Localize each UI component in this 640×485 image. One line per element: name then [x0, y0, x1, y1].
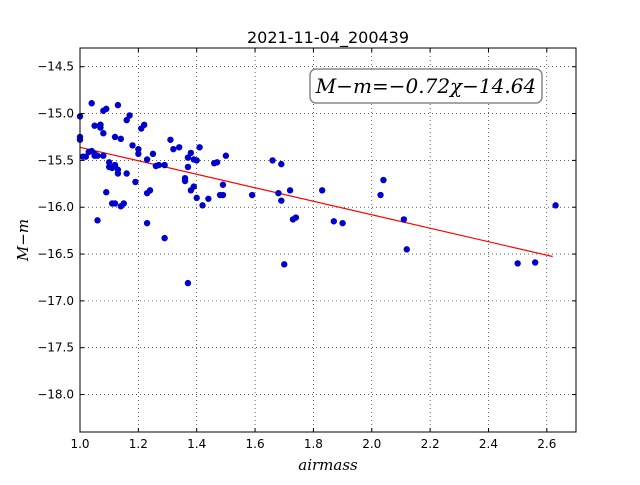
data-point: [187, 149, 195, 157]
y-tick-label: −16.0: [37, 200, 74, 214]
data-point: [105, 159, 113, 166]
data-point: [199, 202, 206, 209]
data-point: [281, 261, 288, 268]
data-point: [114, 170, 122, 177]
data-point: [129, 142, 136, 149]
data-point: [123, 170, 130, 177]
axis-ticks: 1.0 1.2 1.4 1.6 1.8 2.0 2.2 2.4 2.6 −14.5 −15.0 −15…: [37, 48, 576, 451]
y-tick-label: −17.5: [37, 341, 74, 355]
data-point: [161, 234, 168, 242]
data-point: [286, 187, 294, 194]
data-point: [222, 152, 230, 159]
data-point: [111, 133, 119, 141]
equation-box: M−m=−0.72χ−14.64: [309, 68, 543, 104]
x-tick-label: 2.0: [362, 437, 381, 451]
plot-frame: [79, 47, 577, 433]
data-point: [339, 219, 346, 227]
data-point: [82, 153, 90, 160]
data-point: [132, 178, 139, 186]
data-point: [552, 202, 559, 209]
data-point: [155, 161, 162, 169]
equation-box-frame: [309, 68, 543, 104]
data-point: [100, 130, 107, 137]
data-point: [140, 121, 148, 128]
y-tick-label: −16.5: [37, 247, 74, 261]
x-tick-label: 1.6: [246, 437, 265, 451]
data-point: [278, 197, 285, 204]
y-tick-label: −17.0: [37, 294, 74, 308]
data-point: [167, 136, 174, 143]
data-point: [88, 100, 95, 107]
grid-lines: [79, 48, 576, 432]
data-point: [103, 105, 110, 113]
data-point: [135, 145, 142, 153]
data-point: [103, 189, 110, 196]
data-point: [184, 279, 192, 287]
data-point: [184, 154, 192, 161]
data-point: [190, 183, 197, 190]
data-point: [196, 144, 203, 151]
data-point: [143, 219, 151, 227]
data-point: [120, 200, 127, 207]
x-tick-label: 2.2: [421, 437, 440, 451]
data-point: [135, 150, 142, 158]
data-point: [269, 157, 276, 164]
data-point: [219, 181, 227, 188]
chart-title: 2021-11-04_200439: [247, 28, 409, 48]
data-point: [181, 177, 189, 185]
data-point: [278, 160, 285, 168]
x-axis-label: airmass: [298, 456, 358, 474]
data-point: [193, 157, 200, 164]
data-point: [219, 191, 227, 199]
data-point: [117, 135, 125, 143]
data-point: [248, 191, 256, 199]
data-point: [111, 200, 119, 207]
data-point: [330, 218, 338, 225]
y-tick-label: −15.0: [37, 107, 74, 121]
y-tick-label: −14.5: [37, 60, 74, 74]
data-point: [275, 189, 282, 197]
data-point: [100, 152, 107, 159]
data-point: [146, 187, 154, 194]
data-point: [126, 112, 133, 119]
x-tick-label: 1.4: [187, 437, 206, 451]
data-point: [403, 246, 410, 253]
data-point: [531, 259, 539, 266]
data-point: [161, 161, 168, 169]
y-axis-label: M−m: [14, 219, 32, 262]
y-tick-label: −18.0: [37, 388, 74, 402]
x-tick-label: 1.0: [70, 437, 89, 451]
data-point: [176, 144, 183, 151]
data-point: [400, 216, 408, 223]
data-point: [213, 159, 221, 166]
data-point: [184, 163, 192, 171]
data-point: [143, 156, 151, 163]
data-point: [91, 122, 98, 129]
x-tick-label: 1.2: [129, 437, 148, 451]
x-tick-label: 2.6: [537, 437, 556, 451]
data-point: [114, 101, 122, 109]
data-point: [94, 152, 101, 159]
x-tick-label: 1.8: [304, 437, 323, 451]
data-point: [123, 116, 130, 124]
data-point: [111, 161, 119, 169]
data-points: [76, 100, 559, 287]
data-point: [318, 187, 326, 194]
y-tick-label: −15.5: [37, 153, 74, 167]
data-point: [97, 124, 104, 131]
data-point: [292, 214, 300, 221]
fit-equation: M−m=−0.72χ−14.64: [315, 74, 536, 98]
data-point: [205, 195, 212, 202]
x-tick-label: 2.4: [479, 437, 498, 451]
data-point: [514, 260, 521, 267]
data-point: [170, 145, 177, 153]
data-point: [193, 194, 200, 202]
data-point: [380, 176, 387, 184]
data-point: [94, 217, 101, 224]
data-point: [377, 191, 384, 199]
data-point: [149, 150, 157, 158]
